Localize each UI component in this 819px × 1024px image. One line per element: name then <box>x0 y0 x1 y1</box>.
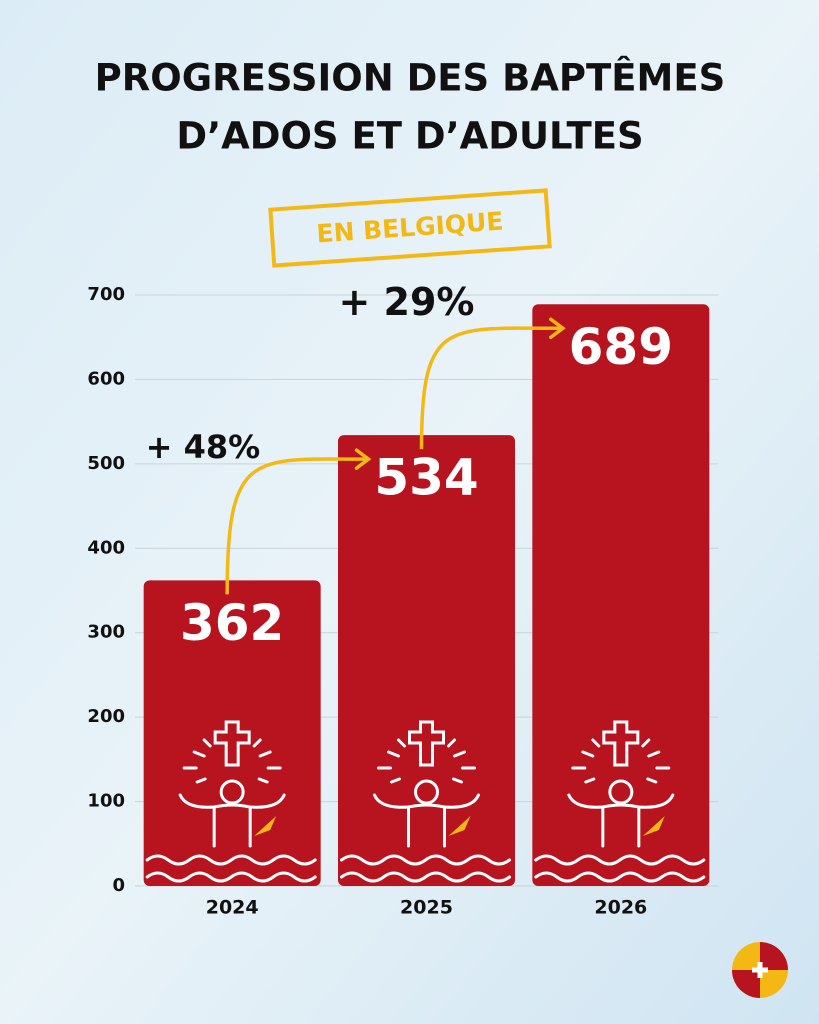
growth-annotation: + 48% <box>146 428 261 466</box>
logo-cross <box>752 962 768 978</box>
rays <box>377 738 476 784</box>
bar <box>532 304 710 887</box>
value-label: 534 <box>374 449 478 507</box>
value-label: 362 <box>180 594 284 652</box>
y-tick-label: 600 <box>87 368 125 389</box>
y-tick-label: 500 <box>87 453 125 474</box>
logo-segment <box>760 942 788 970</box>
rays <box>182 738 282 784</box>
y-tick-label: 400 <box>87 537 125 558</box>
cross <box>408 720 445 767</box>
flame <box>642 816 665 836</box>
value-label: 689 <box>569 318 673 376</box>
chart-title: PROGRESSION DES BAPTÊMES <box>95 56 726 100</box>
y-tick-label: 0 <box>112 875 125 896</box>
growth-arrow <box>419 326 561 450</box>
body <box>373 793 480 848</box>
bar <box>143 580 321 886</box>
x-tick-label: 2026 <box>594 897 647 919</box>
flame <box>448 816 471 836</box>
y-tick-label: 200 <box>87 706 125 727</box>
x-tick-label: 2025 <box>400 897 453 919</box>
bar <box>338 435 515 886</box>
growth-annotation: + 29% <box>338 280 474 324</box>
body <box>178 793 286 848</box>
baptism-icon <box>340 720 511 883</box>
flame <box>254 816 277 836</box>
y-tick-label: 100 <box>87 791 125 812</box>
y-tick-label: 700 <box>87 284 125 305</box>
waves <box>145 854 317 883</box>
head <box>608 779 634 805</box>
head <box>219 779 245 805</box>
body <box>567 793 675 848</box>
chart-title: D’ADOS ET D’ADULTES <box>176 115 643 158</box>
logo <box>732 942 788 998</box>
arrow-head <box>354 448 372 470</box>
growth-arrow <box>225 457 367 595</box>
waves <box>534 854 706 883</box>
cross <box>213 720 251 767</box>
waves <box>340 854 511 883</box>
x-tick-label: 2024 <box>206 897 259 919</box>
arrow-head <box>549 317 566 340</box>
y-tick-label: 300 <box>87 622 125 643</box>
baptism-icon <box>534 720 706 883</box>
logo-segment <box>732 970 760 998</box>
head <box>414 779 439 805</box>
rays <box>571 738 671 784</box>
cross <box>602 720 640 767</box>
baptism-icon <box>145 720 317 883</box>
stamp-frame <box>268 188 552 268</box>
